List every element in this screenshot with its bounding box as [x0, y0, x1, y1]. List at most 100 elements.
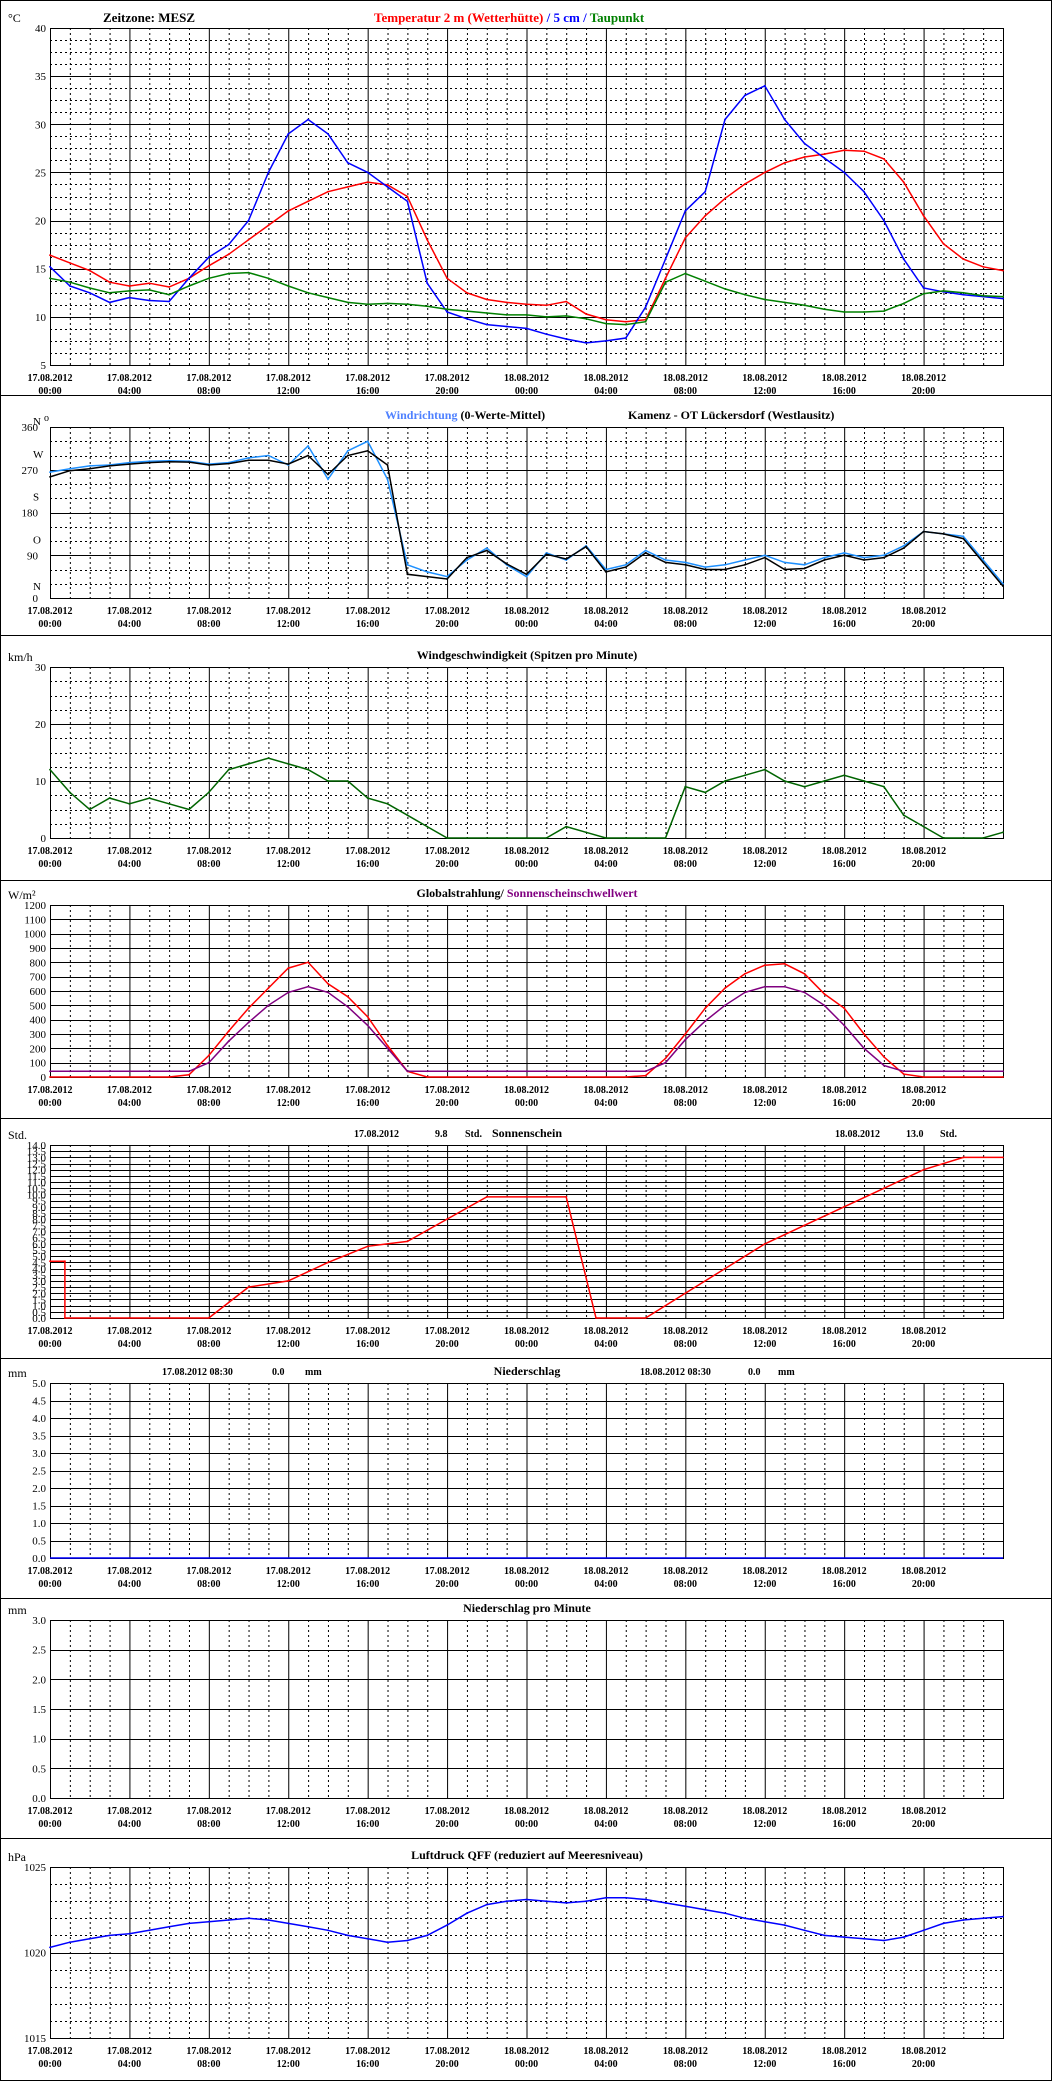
x-tick-date: 18.08.2012 — [901, 846, 946, 857]
data-point — [287, 133, 290, 135]
data-point — [664, 1061, 667, 1064]
data-point — [684, 561, 687, 564]
data-point — [406, 195, 409, 198]
data-point — [684, 272, 687, 275]
data-point — [1002, 585, 1004, 587]
data-point — [803, 785, 806, 788]
data-point — [664, 559, 667, 561]
x-tick-time: 20:00 — [912, 619, 935, 630]
x-tick-date: 18.08.2012 — [901, 1806, 946, 1817]
x-tick-time: 12:00 — [277, 619, 300, 630]
x-tick-time: 00:00 — [515, 1339, 538, 1350]
x-tick-time: 00:00 — [38, 859, 61, 870]
data-point — [247, 1917, 250, 1920]
title-part: / — [543, 10, 553, 25]
y-tick-labels: 0 10 20 30 — [35, 662, 47, 845]
x-tick-date: 17.08.2012 — [345, 1806, 390, 1817]
data-point — [426, 305, 429, 308]
y-tick-label: 500 — [30, 1000, 47, 1012]
data-point — [88, 287, 91, 289]
x-tick-time: 00:00 — [38, 619, 61, 630]
x-tick-date: 18.08.2012 — [822, 606, 867, 617]
data-point — [624, 566, 627, 568]
plot-area — [50, 1145, 1004, 1319]
y-tick-label: 0.0 — [32, 1553, 46, 1565]
data-point — [525, 327, 528, 330]
x-tick-date: 17.08.2012 — [186, 846, 231, 857]
x-tick-time: 12:00 — [277, 1819, 300, 1830]
data-point — [624, 563, 627, 566]
y-tick-label: 8.0 — [32, 1214, 46, 1226]
data-point — [188, 461, 190, 463]
x-tick-time: 12:00 — [277, 859, 300, 870]
data-point — [1002, 295, 1004, 298]
data-point — [783, 561, 786, 564]
data-point — [942, 533, 945, 535]
data-point — [406, 814, 409, 817]
data-point — [287, 210, 290, 212]
data-point — [108, 281, 111, 284]
data-point — [684, 1292, 687, 1295]
data-point — [188, 1073, 190, 1076]
data-point — [525, 573, 528, 576]
y-tick-label: 25 — [35, 167, 47, 179]
data-point — [902, 547, 905, 549]
data-point — [624, 837, 627, 839]
data-point — [49, 1076, 51, 1078]
data-point — [863, 1937, 865, 1940]
chart-header: Windgeschwindigkeit (Spitzen pro Minute) — [417, 648, 638, 662]
data-point — [982, 294, 984, 297]
data-point — [247, 459, 250, 462]
x-tick-date: 18.08.2012 — [583, 606, 628, 617]
data-point — [545, 316, 548, 318]
data-point — [386, 478, 389, 481]
data-point — [902, 1073, 905, 1075]
data-point — [505, 1900, 508, 1903]
data-point — [346, 161, 349, 164]
data-point — [783, 301, 786, 304]
data-point — [863, 559, 865, 561]
y-tick-label: 1200 — [24, 900, 47, 912]
data-point — [605, 1070, 607, 1073]
data-point — [704, 566, 707, 568]
data-point — [883, 1064, 885, 1067]
data-point — [744, 972, 746, 975]
data-point — [307, 1925, 309, 1928]
y-tick-label: 11.0 — [27, 1177, 46, 1189]
y-tick-label: 9.0 — [32, 1202, 46, 1214]
data-point — [267, 224, 270, 227]
x-tick-time: 12:00 — [753, 859, 776, 870]
data-point — [982, 561, 984, 564]
x-tick-time: 00:00 — [38, 1579, 61, 1590]
x-tick-labels: 17.08.2012 00:00 17.08.2012 04:00 17.08.2012… — [28, 1326, 947, 1350]
x-tick-date: 18.08.2012 — [583, 373, 628, 384]
data-point — [883, 310, 885, 312]
data-point — [148, 1929, 151, 1932]
data-point — [485, 323, 488, 326]
data-point — [724, 1267, 726, 1270]
x-tick-time: 08:00 — [197, 386, 220, 397]
x-tick-date: 18.08.2012 — [663, 1326, 708, 1337]
x-tick-time: 00:00 — [38, 1098, 61, 1109]
unit-label: hPa — [8, 1850, 27, 1864]
y-tick-label: 3.0 — [32, 1615, 46, 1627]
data-point — [366, 1937, 369, 1940]
x-tick-time: 16:00 — [356, 619, 379, 630]
plot-area — [50, 1867, 1004, 2039]
data-point — [446, 1076, 448, 1078]
data-point — [446, 311, 448, 313]
data-point — [188, 808, 190, 811]
y-tick-label: 0.5 — [32, 1763, 46, 1775]
series-globalstrahlung — [49, 961, 1004, 1078]
x-tick-date: 17.08.2012 — [425, 2046, 470, 2057]
data-point — [783, 118, 786, 121]
data-point — [962, 837, 965, 839]
data-point — [962, 1156, 965, 1159]
data-point — [247, 1286, 250, 1288]
x-tick-date: 17.08.2012 — [186, 373, 231, 384]
data-point — [783, 985, 786, 988]
daily-total-unit: mm — [778, 1367, 795, 1378]
data-point — [1002, 297, 1004, 300]
x-tick-time: 08:00 — [197, 1819, 220, 1830]
